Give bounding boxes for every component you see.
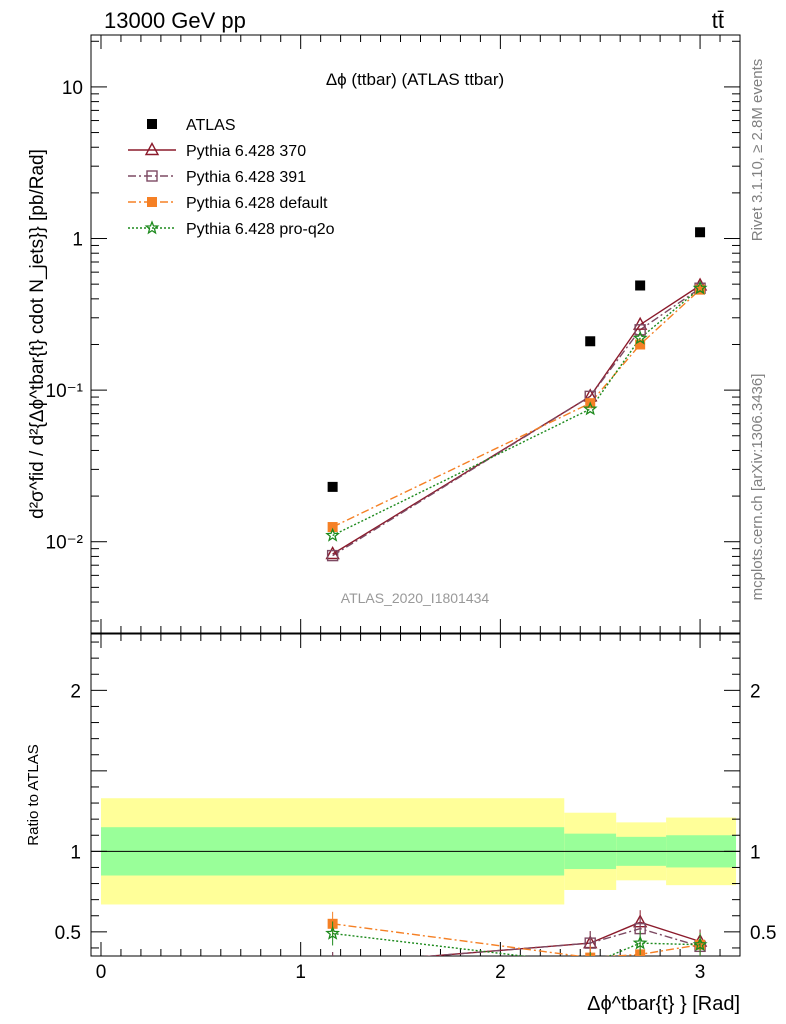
legend-label-1: Pythia 6.428 370 bbox=[186, 143, 306, 160]
legend-marker-3 bbox=[147, 197, 157, 207]
main-series-line-2 bbox=[332, 287, 701, 557]
ratio-plot-frame bbox=[90, 633, 741, 957]
mcplots-label: mcplots.cern.ch [arXiv:1306.3436] bbox=[749, 374, 766, 601]
ratio-y-axis-label: Ratio to ATLAS bbox=[25, 744, 42, 845]
legend-label-4: Pythia 6.428 pro-q2o bbox=[186, 221, 335, 238]
ratio-y-tick-label-right: 0.5 bbox=[750, 923, 776, 944]
x-tick-label: 2 bbox=[495, 962, 506, 983]
main-y-tick-label: 10⁻¹ bbox=[46, 381, 84, 402]
collision-energy-label: 13000 GeV pp bbox=[104, 8, 246, 33]
main-point-2-0 bbox=[326, 549, 339, 562]
main-point-1-0 bbox=[325, 546, 340, 560]
x-tick-label: 1 bbox=[295, 962, 306, 983]
main-point-0-3 bbox=[695, 227, 706, 238]
ratio-point-3-2 bbox=[632, 935, 648, 950]
x-tick-label: 3 bbox=[695, 962, 706, 983]
svg-text:d²σ^fid / d²{Δϕ^tbar{t} cdot N: d²σ^fid / d²{Δϕ^tbar{t} cdot N_jets}} [p… bbox=[27, 149, 48, 519]
plot-title: Δϕ (ttbar) (ATLAS ttbar) bbox=[326, 70, 504, 89]
ratio-y-tick-label-right: 1 bbox=[750, 842, 761, 863]
legend-marker-0 bbox=[147, 119, 157, 129]
ratio-series-line-2 bbox=[332, 923, 701, 956]
main-point-1-2 bbox=[632, 316, 648, 330]
main-point-3-3 bbox=[695, 284, 706, 295]
ratio-y-tick-label: 0.5 bbox=[55, 923, 81, 944]
legend-entry-4: Pythia 6.428 pro-q2o bbox=[128, 220, 335, 238]
main-y-tick-label: 10 bbox=[62, 78, 83, 99]
ratio-y-tick-label: 1 bbox=[70, 842, 81, 863]
ratio-series-line-3 bbox=[332, 932, 701, 956]
main-series-line-4 bbox=[332, 287, 701, 537]
legend-label-3: Pythia 6.428 default bbox=[186, 195, 328, 212]
main-point-3-2 bbox=[635, 339, 646, 350]
legend-label-0: ATLAS bbox=[186, 117, 236, 134]
main-y-tick-label: 10⁻² bbox=[46, 533, 84, 554]
main-series-line-3 bbox=[332, 289, 701, 528]
ratio-y-tick-label-right: 2 bbox=[750, 681, 761, 702]
main-point-3-0 bbox=[327, 522, 338, 533]
legend-entry-0: ATLAS bbox=[147, 117, 236, 134]
rivet-version-label: Rivet 3.1.10, ≥ 2.8M events bbox=[749, 59, 766, 242]
ratio-y-tick-label: 2 bbox=[70, 681, 81, 702]
ratio-point-1-0 bbox=[328, 959, 338, 969]
main-point-2-2 bbox=[634, 324, 646, 336]
legend-marker-2 bbox=[146, 170, 158, 182]
x-axis-label: Δϕ^tbar{t} } [Rad] bbox=[587, 993, 740, 1015]
ratio-point-0-0 bbox=[327, 958, 339, 969]
main-point-0-1 bbox=[585, 336, 596, 347]
main-y-tick-label: 1 bbox=[72, 230, 83, 251]
main-point-4-2 bbox=[632, 330, 648, 345]
legend-entry-2: Pythia 6.428 391 bbox=[128, 169, 306, 186]
process-label: tt̄ bbox=[712, 8, 724, 33]
legend-marker-4 bbox=[144, 220, 160, 235]
legend-entry-3: Pythia 6.428 default bbox=[128, 195, 328, 212]
x-tick-label: 0 bbox=[96, 962, 107, 983]
main-y-axis-label: d²σ^fid / d²{Δϕ^tbar{t} cdot N_jets}} [p… bbox=[27, 149, 48, 519]
legend-label-2: Pythia 6.428 391 bbox=[186, 169, 306, 186]
legend: ATLAS Pythia 6.428 370 Pythia 6.428 391 Pyt… bbox=[128, 117, 335, 238]
analysis-watermark: ATLAS_2020_I1801434 bbox=[341, 590, 490, 606]
main-point-0-2 bbox=[635, 280, 646, 291]
legend-marker-1 bbox=[144, 142, 160, 156]
main-plot-frame bbox=[90, 34, 741, 634]
svg-text:Ratio to ATLAS: Ratio to ATLAS bbox=[25, 744, 42, 845]
ratio-series-line-1 bbox=[423, 927, 701, 956]
main-point-4-0 bbox=[325, 527, 340, 542]
main-point-0-0 bbox=[327, 481, 338, 492]
ratio-point-3-0 bbox=[325, 925, 340, 940]
ratio-point-3-1 bbox=[585, 958, 596, 969]
main-point-4-3 bbox=[692, 280, 708, 295]
ratio-point-3-3 bbox=[692, 936, 708, 952]
main-point-4-1 bbox=[582, 401, 598, 416]
legend-entry-1: Pythia 6.428 370 bbox=[128, 142, 306, 160]
